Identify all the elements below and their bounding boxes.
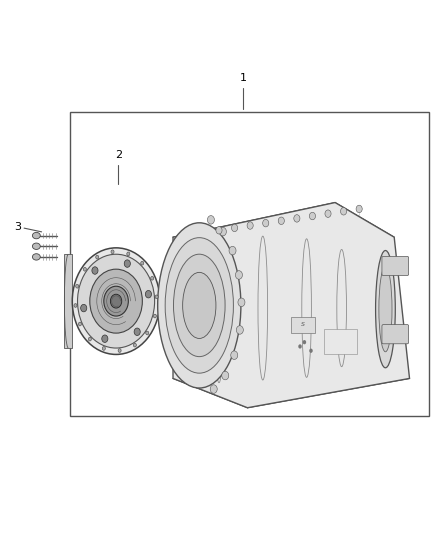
- FancyBboxPatch shape: [382, 325, 409, 344]
- Circle shape: [74, 304, 77, 308]
- Circle shape: [325, 210, 331, 217]
- Circle shape: [216, 227, 222, 234]
- Ellipse shape: [32, 254, 40, 260]
- Circle shape: [309, 349, 313, 353]
- Circle shape: [237, 326, 244, 334]
- Ellipse shape: [165, 238, 233, 373]
- Circle shape: [102, 335, 108, 342]
- Circle shape: [356, 205, 362, 213]
- Circle shape: [124, 260, 131, 268]
- Circle shape: [96, 255, 99, 259]
- Circle shape: [133, 343, 136, 347]
- Bar: [291, 317, 315, 333]
- Circle shape: [81, 304, 87, 312]
- Ellipse shape: [183, 272, 216, 338]
- Circle shape: [309, 212, 315, 220]
- Circle shape: [210, 385, 217, 393]
- Circle shape: [340, 207, 346, 215]
- Circle shape: [278, 217, 284, 224]
- Bar: [70, 112, 429, 416]
- Circle shape: [141, 261, 144, 265]
- Circle shape: [263, 220, 269, 227]
- Circle shape: [111, 250, 114, 254]
- Circle shape: [146, 331, 149, 335]
- Circle shape: [92, 267, 98, 274]
- Circle shape: [76, 285, 79, 288]
- Circle shape: [208, 215, 215, 224]
- FancyBboxPatch shape: [382, 256, 409, 276]
- Circle shape: [127, 252, 130, 256]
- Bar: [324, 329, 357, 354]
- Ellipse shape: [32, 232, 40, 239]
- Ellipse shape: [173, 254, 225, 357]
- Circle shape: [155, 295, 158, 298]
- Text: 1: 1: [240, 72, 247, 83]
- Polygon shape: [173, 203, 410, 408]
- Circle shape: [145, 290, 152, 298]
- Circle shape: [247, 222, 253, 229]
- Circle shape: [102, 346, 106, 350]
- Ellipse shape: [32, 243, 40, 249]
- Circle shape: [78, 322, 81, 326]
- Circle shape: [151, 277, 154, 280]
- Circle shape: [231, 351, 238, 359]
- Circle shape: [235, 271, 242, 279]
- Text: S: S: [301, 321, 305, 327]
- Ellipse shape: [158, 223, 241, 388]
- Circle shape: [83, 268, 86, 271]
- Circle shape: [134, 328, 140, 335]
- Ellipse shape: [375, 251, 395, 368]
- Circle shape: [88, 337, 92, 341]
- Circle shape: [153, 314, 156, 318]
- Ellipse shape: [72, 248, 160, 354]
- Circle shape: [294, 215, 300, 222]
- Ellipse shape: [90, 269, 142, 333]
- Text: 2: 2: [115, 150, 122, 160]
- Circle shape: [238, 298, 245, 306]
- Bar: [64, 254, 72, 348]
- Ellipse shape: [78, 254, 155, 348]
- Circle shape: [219, 228, 226, 236]
- Circle shape: [222, 372, 229, 380]
- Ellipse shape: [110, 294, 122, 308]
- Circle shape: [298, 344, 302, 349]
- Circle shape: [118, 349, 121, 352]
- Circle shape: [232, 224, 238, 232]
- Text: 3: 3: [14, 222, 21, 231]
- Circle shape: [229, 246, 236, 255]
- Circle shape: [303, 340, 306, 344]
- Ellipse shape: [379, 266, 392, 352]
- Ellipse shape: [104, 286, 128, 316]
